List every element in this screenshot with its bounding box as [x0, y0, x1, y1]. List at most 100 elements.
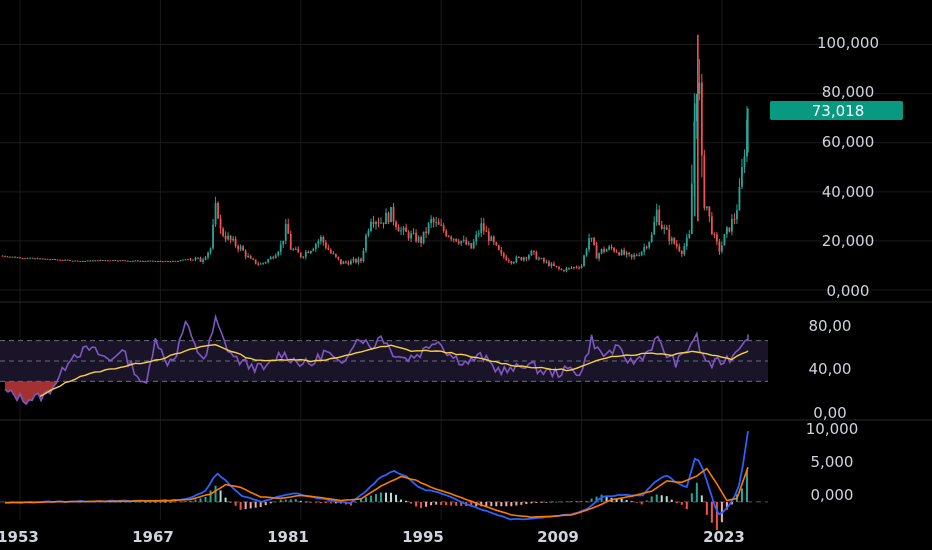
price-candle-body [482, 223, 485, 231]
price-candle-body [69, 260, 72, 262]
price-candle-body [450, 236, 453, 240]
price-candle-body [184, 259, 187, 261]
price-candle-body [76, 260, 79, 262]
price-candle-body [430, 218, 433, 224]
price-candle-body [126, 260, 129, 262]
price-candle-body [146, 260, 149, 262]
price-candle-body [189, 259, 192, 261]
price-candle-body [41, 258, 44, 260]
macd-histogram-bar [560, 501, 563, 503]
price-candle-body [277, 251, 280, 256]
macd-histogram-bar [194, 499, 197, 502]
price-candle-body [733, 218, 736, 220]
rsi-axis: 80,00 40,00 0,00 [809, 317, 852, 422]
price-candle-body [116, 260, 119, 262]
price-candle-body [134, 260, 137, 262]
macd-histogram-bar [545, 501, 548, 503]
price-candle-body [199, 257, 202, 263]
macd-tick-label: 0,000 [811, 486, 854, 504]
macd-histogram-bar [134, 501, 137, 503]
macd-histogram-bar [480, 501, 483, 507]
last-price-tag: 73,018 [770, 101, 903, 120]
macd-histogram-bar [575, 501, 578, 502]
price-candle-body [605, 249, 608, 252]
price-candle-body [465, 239, 468, 245]
price-candle-body [563, 270, 565, 272]
macd-histogram-bar [650, 496, 653, 502]
macd-histogram-bar [359, 498, 362, 502]
price-candle-body [222, 228, 224, 236]
price-candle-body [743, 156, 746, 168]
price-candle-body [187, 259, 189, 261]
price-candle-body [698, 82, 701, 94]
macd-histogram-bar [390, 492, 393, 502]
macd-histogram-bar [159, 501, 162, 503]
macd-histogram-bar [450, 501, 453, 506]
price-candle-body [152, 260, 154, 262]
time-axis: 1953 1967 1981 1995 2009 2023 [0, 528, 745, 546]
price-candle-body [239, 246, 242, 250]
macd-histogram-bar [395, 494, 398, 502]
price-candle-body [365, 235, 367, 251]
price-candle-body [337, 256, 340, 260]
price-candle-body [252, 258, 255, 260]
price-panel [1, 34, 749, 273]
price-candle-body [192, 259, 194, 261]
macd-histogram-bar [620, 498, 623, 502]
time-tick-label: 1953 [0, 528, 39, 546]
price-candle-body [204, 257, 207, 260]
price-candle-body [555, 265, 558, 267]
price-candle-body [26, 257, 29, 259]
price-candle-body [214, 202, 217, 225]
price-candle-body [84, 260, 87, 262]
price-candle-body [101, 260, 104, 262]
macd-histogram-bar [380, 492, 382, 502]
price-candle-body [259, 263, 262, 265]
price-candle-body [553, 263, 555, 266]
price-candle-body [515, 257, 518, 262]
price-tick-label: 40,000 [822, 183, 875, 201]
price-candle-body [312, 248, 315, 251]
macd-histogram-bar [695, 482, 698, 502]
macd-histogram-bar [385, 492, 388, 502]
price-candle-body [477, 233, 480, 235]
price-candle-body [663, 227, 666, 229]
price-candle-body [615, 251, 618, 253]
macd-histogram-bar [119, 501, 122, 503]
macd-histogram-bar [279, 499, 282, 502]
price-candle-body [19, 257, 21, 259]
macd-histogram-bar [184, 501, 187, 502]
macd-histogram-bar [415, 501, 418, 507]
price-candle-body [387, 212, 390, 223]
macd-histogram-bar [264, 501, 267, 506]
macd-histogram-bar [485, 501, 488, 507]
price-candle-body [710, 216, 713, 235]
price-candle-body [54, 259, 57, 261]
signal-line [5, 466, 749, 519]
price-candle-body [345, 261, 347, 263]
price-candle-body [593, 237, 595, 246]
price-candle-body [339, 259, 342, 265]
macd-histogram-bar [440, 501, 443, 505]
macd-histogram-bar [570, 501, 573, 502]
last-price-tag-label: 73,018 [812, 102, 865, 120]
macd-tick-label: 5,000 [811, 453, 854, 471]
price-candle-body [106, 260, 109, 262]
macd-histogram-bar [405, 500, 408, 502]
macd-histogram-bar [435, 501, 438, 505]
macd-histogram-bar [304, 501, 307, 503]
price-candle-body [89, 260, 92, 262]
time-tick-label: 1967 [132, 528, 174, 546]
macd-histogram-bar [670, 499, 673, 502]
macd-histogram-bar [630, 501, 633, 502]
price-candle-body [565, 268, 568, 272]
rsi-line [4, 313, 749, 406]
price-candle-body [355, 259, 357, 263]
price-candle-body [590, 237, 593, 239]
macd-tick-label: 10,000 [806, 420, 859, 438]
price-candle-body [247, 255, 250, 257]
price-candle-body [640, 251, 643, 256]
price-candle-body [583, 255, 585, 266]
macd-histogram-bar [500, 501, 503, 507]
